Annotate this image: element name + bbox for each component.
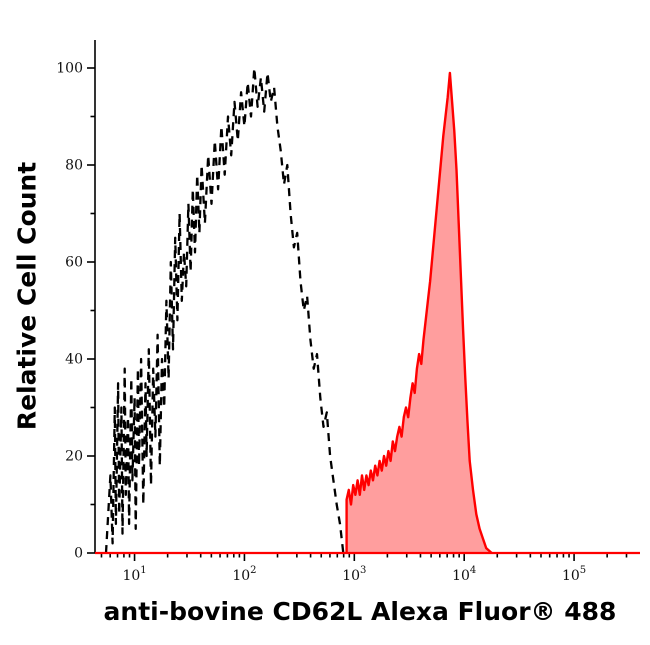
- x-tick-label: 105: [562, 565, 586, 584]
- cd62l-stained-fill: [346, 72, 492, 554]
- cd62l-stained-outline: [345, 71, 493, 554]
- x-tick-label: 104: [452, 565, 476, 584]
- unstained-control-curve: [104, 66, 345, 554]
- y-tick-label: 20: [65, 449, 83, 465]
- x-tick-label: 102: [232, 565, 256, 584]
- x-axis-label: anti-bovine CD62L Alexa Fluor® 488: [103, 597, 617, 626]
- y-tick-label: 60: [65, 255, 83, 271]
- y-tick-label: 80: [65, 158, 83, 174]
- y-tick-label: 40: [65, 352, 83, 368]
- y-axis-label: Relative Cell Count: [12, 161, 42, 431]
- axes: 0 20 40 60 80 100 101 102 103 104 105: [56, 40, 640, 584]
- x-tick-label: 101: [122, 565, 146, 584]
- x-tick-label: 103: [342, 565, 366, 584]
- y-tick-label: 0: [74, 546, 83, 562]
- y-tick-label: 100: [56, 61, 83, 77]
